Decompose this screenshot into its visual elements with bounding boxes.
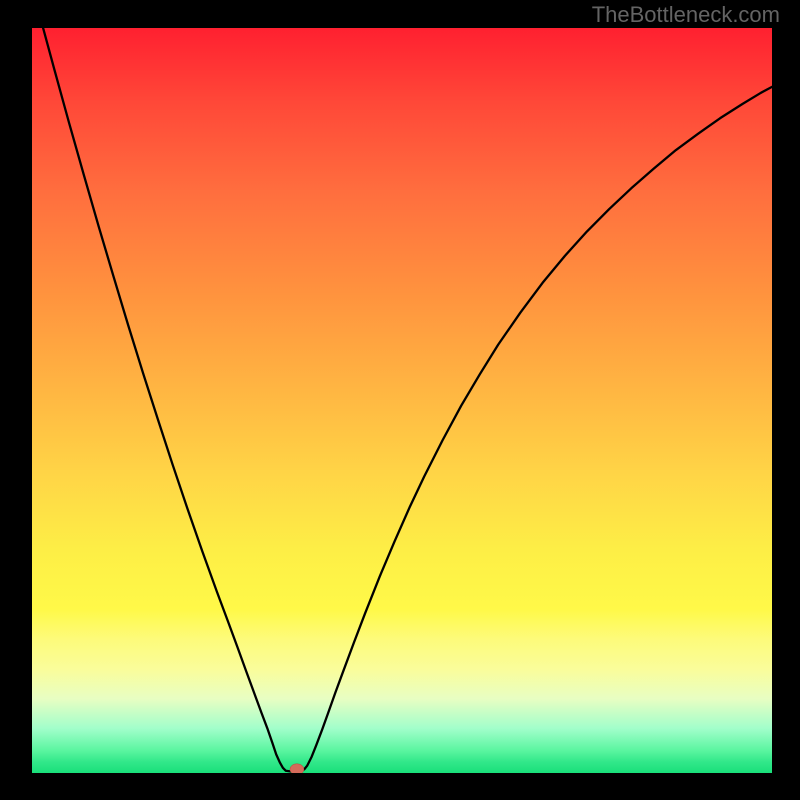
watermark-text: TheBottleneck.com	[592, 2, 780, 28]
plot-area	[32, 28, 772, 773]
chart-container: TheBottleneck.com	[0, 0, 800, 800]
optimal-point-marker	[290, 764, 304, 773]
plot-svg	[32, 28, 772, 773]
bottleneck-curve	[43, 28, 772, 772]
